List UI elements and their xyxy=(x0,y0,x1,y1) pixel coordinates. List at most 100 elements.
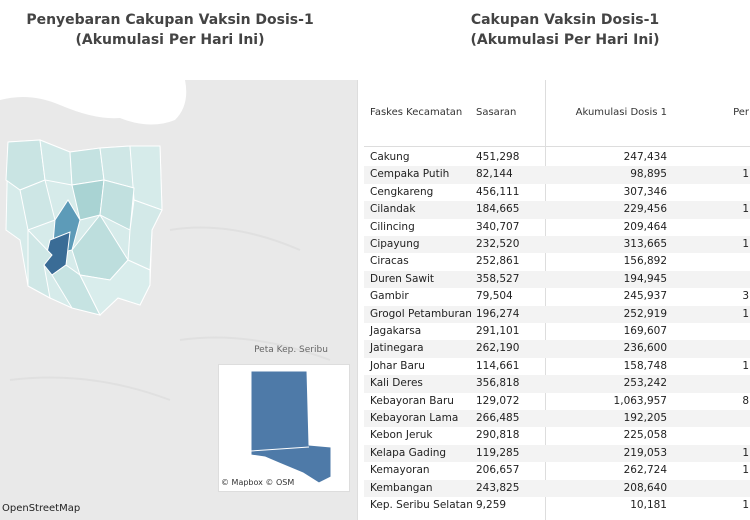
cell-dosis1: 307,346 xyxy=(623,185,667,198)
jakarta-choropleth-map[interactable] xyxy=(0,80,357,520)
cell-sasaran: 252,861 xyxy=(476,255,520,268)
cell-dosis1: 158,748 xyxy=(623,359,667,372)
table-row[interactable]: Kep. Seribu Selatan 9,259 10,181 1 xyxy=(364,497,750,514)
cell-sasaran: 79,504 xyxy=(476,290,513,303)
cell-sasaran: 82,144 xyxy=(476,168,513,181)
table-row[interactable]: Kemayoran 206,657 262,724 1 xyxy=(364,462,750,479)
vaccine-coverage-table[interactable]: Faskes Kecamatan Sasaran Akumulasi Dosis… xyxy=(357,80,750,520)
cell-per: 1 xyxy=(742,359,749,372)
cell-dosis1: 169,607 xyxy=(623,325,667,337)
table-row[interactable]: Duren Sawit 358,527 194,945 xyxy=(364,270,750,289)
cell-sasaran: 340,707 xyxy=(476,220,520,233)
table-row[interactable]: Jatinegara 262,190 236,600 xyxy=(364,340,750,358)
table-row[interactable]: Kebayoran Lama 266,485 192,205 xyxy=(364,410,750,428)
header-per[interactable]: Per xyxy=(733,107,749,118)
table-row[interactable]: Jagakarsa 291,101 169,607 xyxy=(364,323,750,340)
cell-dosis1: 225,058 xyxy=(623,429,667,442)
header-dosis1[interactable]: Akumulasi Dosis 1 xyxy=(575,107,667,118)
table-row[interactable]: Cengkareng 456,111 307,346 xyxy=(364,184,750,201)
cell-per: 1 xyxy=(742,168,749,181)
district-shape xyxy=(51,264,101,316)
map-title-line1: Penyebaran Cakupan Vaksin Dosis-1 xyxy=(26,12,314,28)
osm-attribution[interactable]: OpenStreetMap xyxy=(2,503,81,514)
cell-sasaran: 456,111 xyxy=(476,185,520,198)
cloud-shape xyxy=(0,80,187,125)
cell-dosis1: 247,434 xyxy=(623,151,667,163)
table-title-line2: (Akumulasi Per Hari Ini) xyxy=(470,32,660,48)
cell-dosis1: 1,063,957 xyxy=(613,394,667,407)
cell-dosis1: 313,665 xyxy=(623,238,667,250)
cell-dosis1: 98,895 xyxy=(630,168,667,181)
cell-kecamatan: Cakung xyxy=(370,151,410,163)
cell-kecamatan: Johar Baru xyxy=(370,359,425,372)
cell-sasaran: 243,825 xyxy=(476,481,520,494)
cell-kecamatan: Cilandak xyxy=(370,203,416,216)
district-shape xyxy=(79,259,151,316)
district-shape xyxy=(69,147,105,186)
cell-kecamatan: Kemayoran xyxy=(370,464,430,477)
kep-seribu-region xyxy=(250,370,332,484)
cell-kecamatan: Kebon Jeruk xyxy=(370,429,433,442)
cell-dosis1: 252,919 xyxy=(623,307,667,320)
table-row[interactable]: Johar Baru 114,661 158,748 1 xyxy=(364,358,750,375)
header-kecamatan[interactable]: Faskes Kecamatan xyxy=(370,107,463,118)
cell-kecamatan: Cempaka Putih xyxy=(370,168,450,181)
district-shape xyxy=(39,139,73,186)
cell-per: 1 xyxy=(742,307,749,320)
cell-dosis1: 245,937 xyxy=(623,290,667,303)
table-row[interactable]: Cakung 451,298 247,434 xyxy=(364,149,750,166)
terrain-lines xyxy=(9,226,331,401)
cell-dosis1: 219,053 xyxy=(623,446,667,459)
header-sasaran[interactable]: Sasaran xyxy=(476,107,517,118)
cell-sasaran: 266,485 xyxy=(476,412,520,424)
cell-kecamatan: Kali Deres xyxy=(370,377,423,390)
column-divider xyxy=(545,80,546,520)
table-row[interactable]: Cipayung 232,520 313,665 1 xyxy=(364,236,750,254)
table-row[interactable]: Grogol Petamburan 196,274 252,919 1 xyxy=(364,305,750,323)
cell-dosis1: 253,242 xyxy=(623,377,667,390)
cell-dosis1: 192,205 xyxy=(623,412,667,424)
table-row[interactable]: Gambir 79,504 245,937 3 xyxy=(364,288,750,305)
cell-dosis1: 229,456 xyxy=(623,203,667,216)
cell-dosis1: 209,464 xyxy=(623,220,667,233)
table-row[interactable]: Kali Deres 356,818 253,242 xyxy=(364,375,750,393)
cell-dosis1: 208,640 xyxy=(623,481,667,494)
table-title: Cakupan Vaksin Dosis-1 (Akumulasi Per Ha… xyxy=(450,10,680,50)
cell-sasaran: 114,661 xyxy=(476,359,520,372)
cell-kecamatan: Kembangan xyxy=(370,481,433,494)
inset-attribution: © Mapbox © OSM xyxy=(221,478,295,487)
district-shape xyxy=(127,199,163,271)
table-row[interactable]: Cempaka Putih 82,144 98,895 1 xyxy=(364,166,750,184)
cell-sasaran: 262,190 xyxy=(476,342,520,355)
cell-per: 8 xyxy=(742,394,749,407)
cell-dosis1: 10,181 xyxy=(630,499,667,511)
table-row[interactable]: Kebon Jeruk 290,818 225,058 xyxy=(364,427,750,444)
cell-sasaran: 291,101 xyxy=(476,325,520,337)
cell-sasaran: 196,274 xyxy=(476,307,520,320)
cell-kecamatan: Cipayung xyxy=(370,238,420,250)
cell-kecamatan: Cilincing xyxy=(370,220,415,233)
map-panel[interactable]: Peta Kep. Seribu © Mapbox © OSM OpenStre… xyxy=(0,80,357,520)
cell-kecamatan: Ciracas xyxy=(370,255,409,268)
cell-sasaran: 129,072 xyxy=(476,394,520,407)
table-row[interactable]: Kelapa Gading 119,285 219,053 1 xyxy=(364,444,750,463)
inset-divider xyxy=(250,446,310,452)
cell-kecamatan: Kebayoran Baru xyxy=(370,394,454,407)
cell-per: 3 xyxy=(742,290,749,303)
cell-dosis1: 156,892 xyxy=(623,255,667,268)
cell-sasaran: 356,818 xyxy=(476,377,520,390)
cell-kecamatan: Duren Sawit xyxy=(370,272,434,285)
table-row[interactable]: Cilandak 184,665 229,456 1 xyxy=(364,201,750,219)
cell-sasaran: 206,657 xyxy=(476,464,520,477)
cell-kecamatan: Jatinegara xyxy=(370,342,424,355)
table-row[interactable]: Kembangan 243,825 208,640 xyxy=(364,479,750,497)
table-row[interactable]: Kebayoran Baru 129,072 1,063,957 8 xyxy=(364,393,750,410)
kep-seribu-inset-map[interactable]: © Mapbox © OSM xyxy=(218,364,350,492)
cell-sasaran: 232,520 xyxy=(476,238,520,250)
table-row[interactable]: Cilincing 340,707 209,464 xyxy=(364,219,750,236)
cell-sasaran: 290,818 xyxy=(476,429,520,442)
cell-kecamatan: Grogol Petamburan xyxy=(370,307,472,320)
table-row[interactable]: Ciracas 252,861 156,892 xyxy=(364,253,750,270)
table-title-line1: Cakupan Vaksin Dosis-1 xyxy=(470,12,660,28)
cell-per: 1 xyxy=(742,499,749,511)
